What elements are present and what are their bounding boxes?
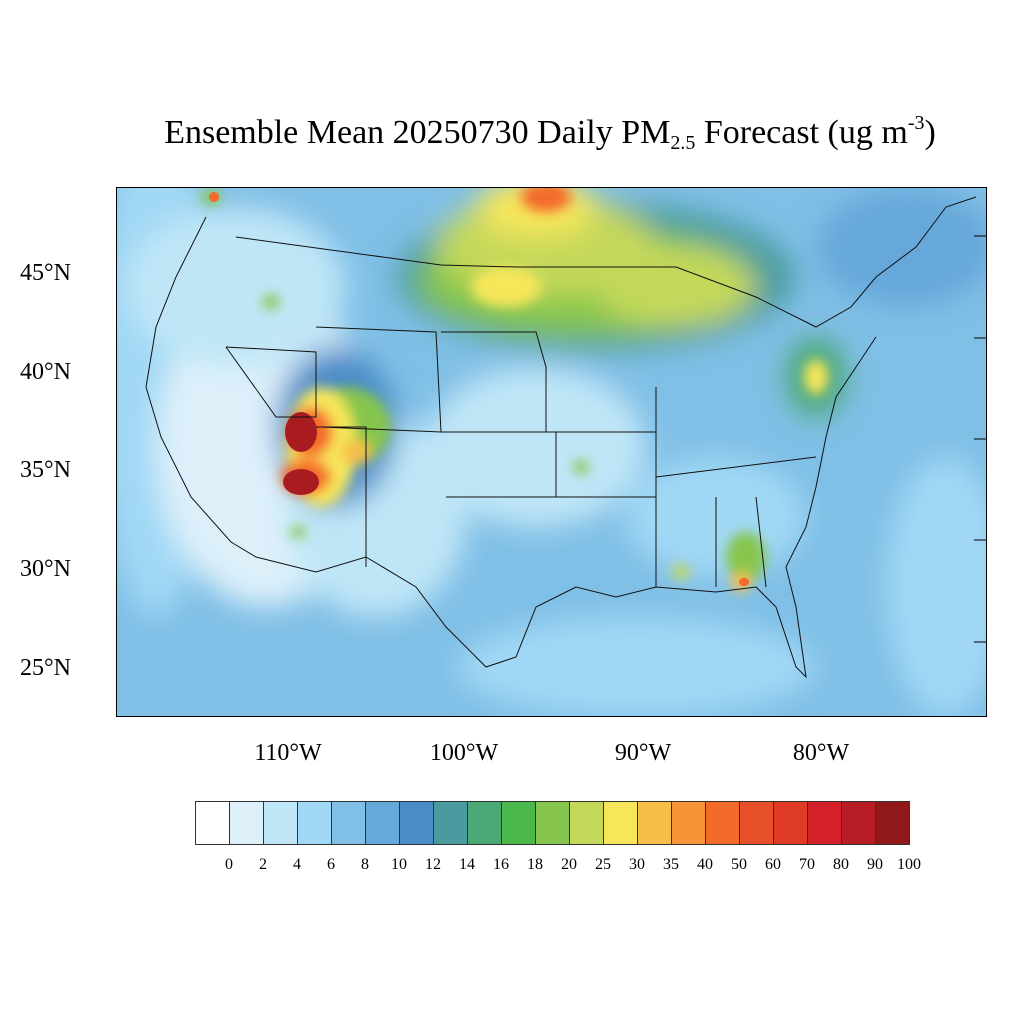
colorbar-swatch [332, 802, 366, 844]
colorbar-swatch [876, 802, 909, 844]
title-close: ) [924, 114, 936, 151]
lat-label: 45°N [20, 260, 71, 286]
colorbar-swatch [842, 802, 876, 844]
colorbar-swatch [366, 802, 400, 844]
title-main: Ensemble Mean 20250730 Daily PM [164, 114, 671, 151]
colorbar-swatch [298, 802, 332, 844]
colorbar-swatch [740, 802, 774, 844]
colorbar-label: 25 [595, 856, 611, 873]
colorbar-label: 70 [799, 856, 815, 873]
colorbar-label: 4 [293, 856, 301, 873]
colorbar-label: 30 [629, 856, 645, 873]
colorbar-swatch [604, 802, 638, 844]
colorbar-label: 6 [327, 856, 335, 873]
lat-label: 40°N [20, 359, 71, 385]
lat-label: 30°N [20, 556, 71, 582]
colorbar-swatch [434, 802, 468, 844]
title-subscript: 2.5 [670, 132, 696, 154]
axis-ticks [974, 235, 987, 643]
colorbar-swatch [502, 802, 536, 844]
colorbar-label: 20 [561, 856, 577, 873]
fire-plume-arizona [283, 469, 319, 495]
page-title: Ensemble Mean 20250730 Daily PM2.5 Forec… [0, 112, 1024, 155]
colorbar-label: 80 [833, 856, 849, 873]
title-superscript: -3 [907, 112, 925, 134]
title-units: Forecast (ug m [695, 114, 908, 151]
colorbar-swatch [706, 802, 740, 844]
colorbar-swatch [400, 802, 434, 844]
colorbar-swatch [570, 802, 604, 844]
colorbar-label: 18 [527, 856, 543, 873]
colorbar-label: 12 [425, 856, 441, 873]
lon-label: 90°W [614, 740, 672, 766]
colorbar-label: 10 [391, 856, 407, 873]
colorbar-swatch [536, 802, 570, 844]
colorbar-label: 2 [259, 856, 267, 873]
lon-label: 110°W [254, 740, 322, 766]
colorbar-swatch [196, 802, 230, 844]
colorbar-label: 35 [663, 856, 679, 873]
colorbar-label: 0 [225, 856, 233, 873]
map-frame [116, 187, 987, 717]
fire-plume-utah [285, 412, 317, 452]
colorbar-label: 16 [493, 856, 509, 873]
lat-label: 35°N [20, 457, 71, 483]
lat-label: 25°N [20, 655, 71, 681]
colorbar [195, 801, 910, 845]
colorbar-label: 8 [361, 856, 369, 873]
colorbar-swatch [638, 802, 672, 844]
colorbar-swatch [230, 802, 264, 844]
coastline-borders [145, 196, 977, 679]
colorbar-label: 50 [731, 856, 747, 873]
colorbar-label: 60 [765, 856, 781, 873]
colorbar-swatch [774, 802, 808, 844]
lon-label: 80°W [792, 740, 850, 766]
colorbar-label: 40 [697, 856, 713, 873]
colorbar-label: 100 [897, 856, 921, 873]
colorbar-label: 90 [867, 856, 883, 873]
colorbar-swatch [264, 802, 298, 844]
lon-label: 100°W [429, 740, 499, 766]
colorbar-swatch [672, 802, 706, 844]
colorbar-swatch [808, 802, 842, 844]
concentration-field [116, 187, 987, 717]
colorbar-swatch [468, 802, 502, 844]
colorbar-label: 14 [459, 856, 475, 873]
pm25-map [116, 187, 987, 717]
